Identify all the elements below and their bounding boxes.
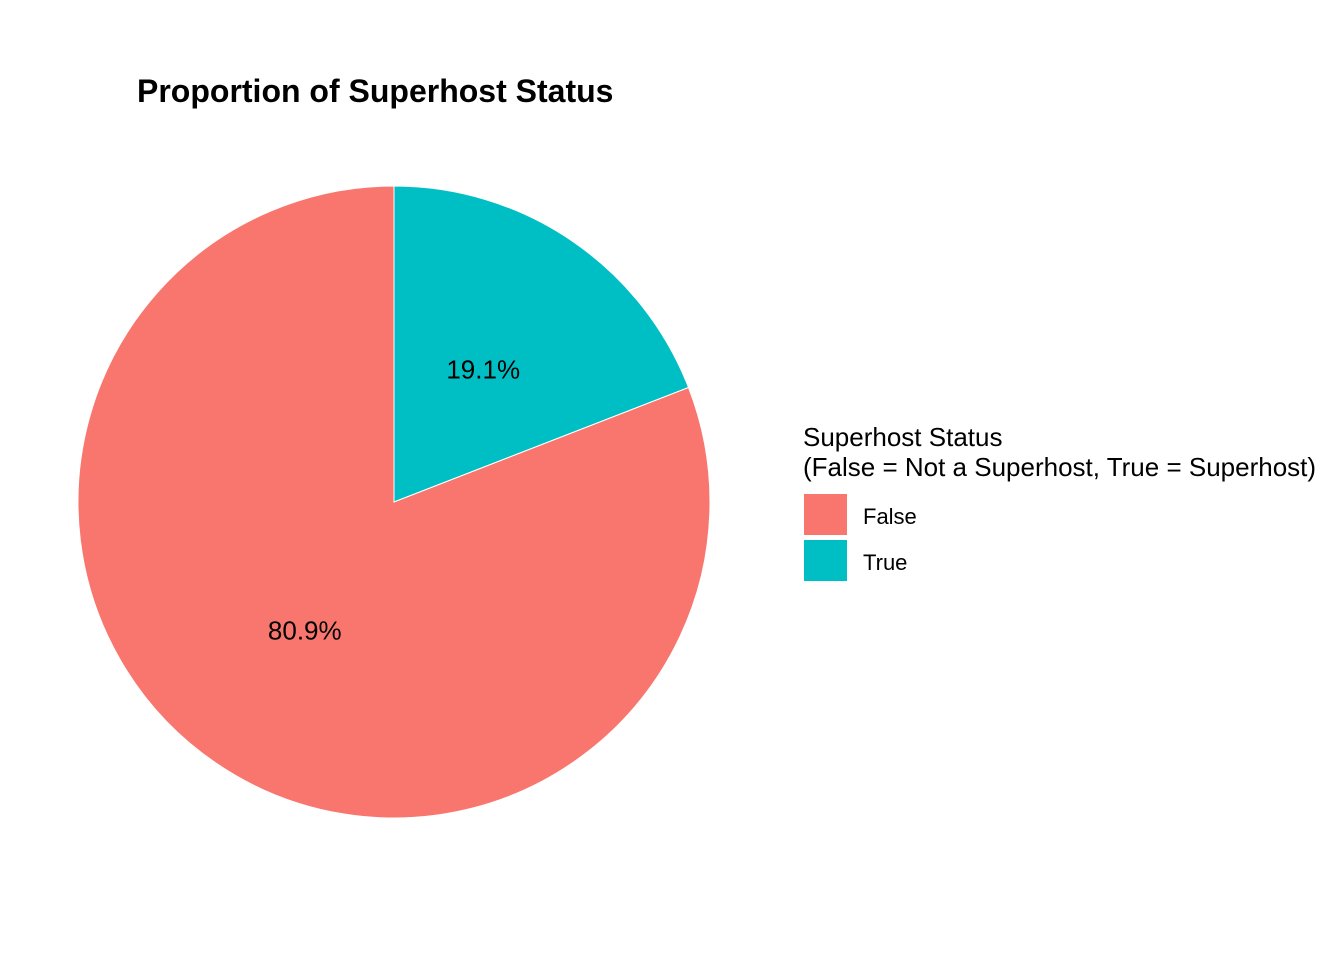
legend-key-true xyxy=(804,540,847,581)
pie-slice-label-false: 80.9% xyxy=(268,615,342,645)
pie-slices xyxy=(77,185,711,819)
legend-label-false: False xyxy=(863,504,917,529)
legend-key-false xyxy=(804,494,847,535)
legend-title-line-1: Superhost Status xyxy=(803,422,1002,452)
pie-slice-label-true: 19.1% xyxy=(446,354,520,384)
pie-slice-false xyxy=(77,185,711,819)
pie-slice-true xyxy=(393,185,690,503)
legend-label-true: True xyxy=(863,550,907,575)
pie-slice-labels: 19.1% 80.9% xyxy=(268,354,520,645)
legend: Superhost Status (False = Not a Superhos… xyxy=(803,422,1316,581)
chart-title: Proportion of Superhost Status xyxy=(137,73,613,109)
legend-title-line-2: (False = Not a Superhost, True = Superho… xyxy=(803,452,1316,482)
